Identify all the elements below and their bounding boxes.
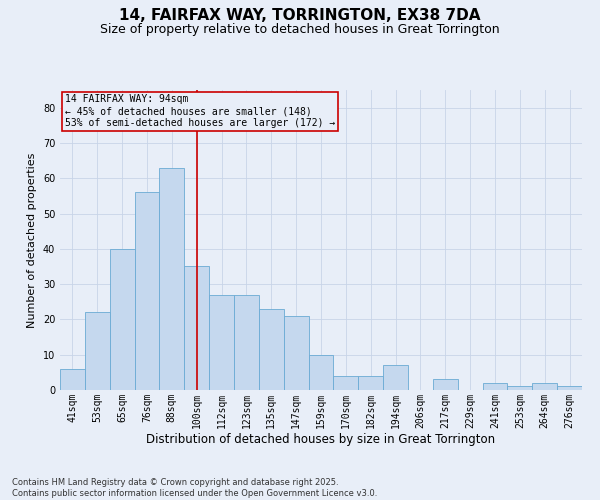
Text: Distribution of detached houses by size in Great Torrington: Distribution of detached houses by size … (146, 432, 496, 446)
Text: 14, FAIRFAX WAY, TORRINGTON, EX38 7DA: 14, FAIRFAX WAY, TORRINGTON, EX38 7DA (119, 8, 481, 22)
Bar (532, 383, 557, 390)
Bar (160, 168, 184, 390)
Bar (134, 192, 160, 390)
Bar (482, 383, 508, 390)
Text: Contains HM Land Registry data © Crown copyright and database right 2025.
Contai: Contains HM Land Registry data © Crown c… (12, 478, 377, 498)
Bar (184, 266, 209, 390)
Bar (308, 354, 334, 390)
Bar (433, 380, 458, 390)
Text: 14 FAIRFAX WAY: 94sqm
← 45% of detached houses are smaller (148)
53% of semi-det: 14 FAIRFAX WAY: 94sqm ← 45% of detached … (65, 94, 335, 128)
Bar (284, 316, 308, 390)
Bar (234, 294, 259, 390)
Bar (85, 312, 110, 390)
Bar (209, 294, 234, 390)
Text: Size of property relative to detached houses in Great Torrington: Size of property relative to detached ho… (100, 22, 500, 36)
Bar (358, 376, 383, 390)
Bar (110, 249, 134, 390)
Bar (508, 386, 532, 390)
Bar (60, 369, 85, 390)
Bar (383, 366, 408, 390)
Bar (557, 386, 582, 390)
Bar (334, 376, 358, 390)
Bar (259, 309, 284, 390)
Y-axis label: Number of detached properties: Number of detached properties (27, 152, 37, 328)
